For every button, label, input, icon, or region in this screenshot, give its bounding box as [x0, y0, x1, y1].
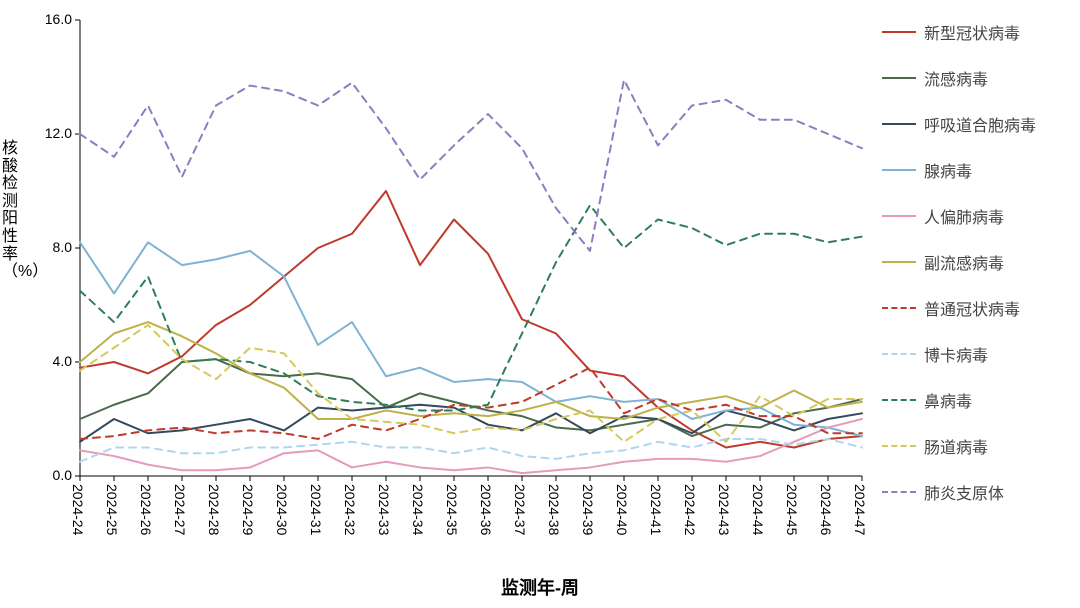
legend-label: 鼻病毒: [924, 388, 1062, 412]
legend-label: 腺病毒: [924, 158, 1062, 182]
x-tick-label: 2024-27: [172, 484, 188, 535]
legend-swatch: [882, 31, 916, 33]
legend-item: 鼻病毒: [882, 388, 1062, 412]
legend-label: 人偏肺病毒: [924, 204, 1062, 228]
legend-swatch: [882, 353, 916, 355]
x-tick-label: 2024-42: [682, 484, 698, 535]
legend-item: 副流感病毒: [882, 250, 1062, 274]
legend-label: 肺炎支原体: [924, 480, 1062, 504]
legend-swatch: [882, 215, 916, 217]
x-tick-label: 2024-31: [308, 484, 324, 535]
legend-label: 新型冠状病毒: [924, 20, 1062, 44]
legend: 新型冠状病毒流感病毒呼吸道合胞病毒腺病毒人偏肺病毒副流感病毒普通冠状病毒博卡病毒…: [882, 20, 1062, 526]
x-tick-label: 2024-24: [70, 484, 86, 535]
legend-label: 副流感病毒: [924, 250, 1062, 274]
x-tick-label: 2024-28: [206, 484, 222, 535]
x-tick-label: 2024-25: [104, 484, 120, 535]
series-line: [80, 405, 862, 442]
x-tick-label: 2024-36: [478, 484, 494, 535]
x-tick-label: 2024-40: [614, 484, 630, 535]
legend-swatch: [882, 123, 916, 125]
legend-swatch: [882, 307, 916, 309]
x-tick-label: 2024-32: [342, 484, 358, 535]
x-tick-label: 2024-26: [138, 484, 154, 535]
legend-item: 呼吸道合胞病毒: [882, 112, 1062, 136]
x-tick-label: 2024-41: [648, 484, 664, 535]
legend-swatch: [882, 77, 916, 79]
legend-item: 博卡病毒: [882, 342, 1062, 366]
legend-item: 普通冠状病毒: [882, 296, 1062, 320]
legend-item: 流感病毒: [882, 66, 1062, 90]
x-tick-label: 2024-46: [818, 484, 834, 535]
x-tick-label: 2024-44: [750, 484, 766, 535]
y-axis-title: 核酸检测阳性率（%）: [2, 140, 18, 281]
x-tick-label: 2024-29: [240, 484, 256, 535]
legend-swatch: [882, 399, 916, 401]
legend-label: 肠道病毒: [924, 434, 1062, 458]
chart-container: 核酸检测阳性率（%） 监测年-周 0.0 4.0 8.0 12.0 16.0 2024-…: [0, 0, 1080, 608]
x-tick-label: 2024-38: [546, 484, 562, 535]
legend-swatch: [882, 491, 916, 493]
y-tick-label: 4.0: [32, 353, 72, 369]
x-tick-label: 2024-39: [580, 484, 596, 535]
x-tick-label: 2024-33: [376, 484, 392, 535]
series-line: [80, 80, 862, 251]
legend-item: 腺病毒: [882, 158, 1062, 182]
x-tick-label: 2024-34: [410, 484, 426, 535]
y-tick-label: 12.0: [32, 125, 72, 141]
legend-swatch: [882, 445, 916, 447]
y-tick-label: 0.0: [32, 467, 72, 483]
legend-item: 人偏肺病毒: [882, 204, 1062, 228]
y-tick-label: 16.0: [32, 11, 72, 27]
x-tick-label: 2024-43: [716, 484, 732, 535]
legend-item: 肠道病毒: [882, 434, 1062, 458]
series-line: [80, 359, 862, 436]
x-tick-label: 2024-47: [852, 484, 868, 535]
legend-swatch: [882, 169, 916, 171]
legend-label: 呼吸道合胞病毒: [924, 112, 1062, 136]
series-line: [80, 322, 862, 419]
legend-swatch: [882, 261, 916, 263]
x-tick-label: 2024-45: [784, 484, 800, 535]
x-axis-title: 监测年-周: [0, 574, 1080, 600]
x-tick-label: 2024-35: [444, 484, 460, 535]
x-tick-label: 2024-30: [274, 484, 290, 535]
legend-item: 肺炎支原体: [882, 480, 1062, 504]
legend-item: 新型冠状病毒: [882, 20, 1062, 44]
legend-label: 博卡病毒: [924, 342, 1062, 366]
legend-label: 流感病毒: [924, 66, 1062, 90]
y-tick-label: 8.0: [32, 239, 72, 255]
x-tick-label: 2024-37: [512, 484, 528, 535]
legend-label: 普通冠状病毒: [924, 296, 1062, 320]
